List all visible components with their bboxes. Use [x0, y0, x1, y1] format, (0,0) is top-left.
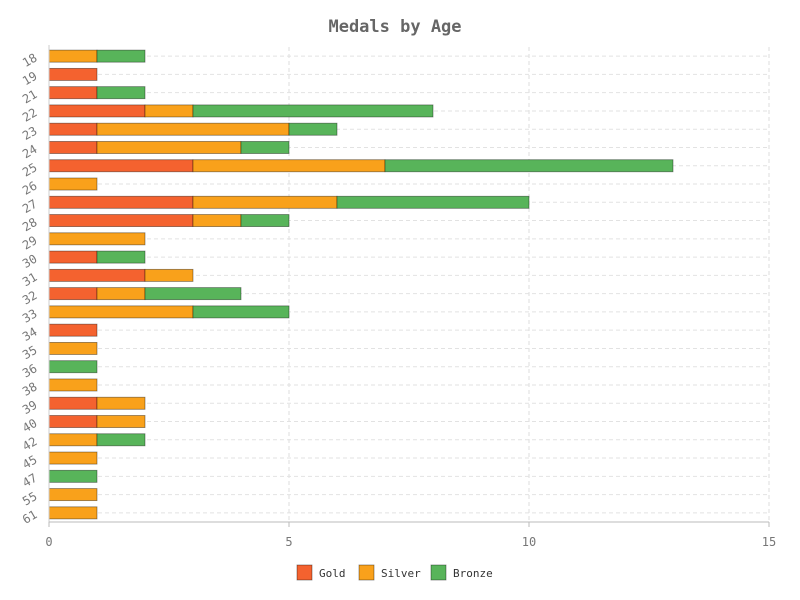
legend-item-gold[interactable]: Gold [296, 564, 346, 581]
bar-gold-age-32 [48, 287, 98, 301]
bar-gold-age-22 [48, 104, 146, 118]
y-tick-label-18: 18 [20, 51, 40, 70]
y-tick-label-24: 24 [20, 142, 40, 161]
y-tick-label-30: 30 [20, 252, 40, 271]
bar-gold-age-39 [48, 396, 98, 410]
bar-bronze-age-25 [384, 159, 674, 173]
bar-silver-age-18 [48, 49, 98, 63]
bar-gold-age-40 [48, 415, 98, 428]
bar-silver-age-39 [96, 396, 146, 410]
bars [48, 49, 674, 520]
y-tick-label-35: 35 [20, 343, 40, 362]
legend-label-gold: Gold [319, 567, 346, 580]
y-tick-label-33: 33 [20, 306, 40, 325]
bar-silver-age-32 [96, 287, 146, 301]
bar-silver-age-26 [48, 177, 98, 191]
y-tick-label-31: 31 [20, 270, 40, 289]
bar-silver-age-38 [48, 378, 98, 392]
y-tick-label-38: 38 [20, 379, 40, 398]
x-tick-label: 10 [522, 535, 536, 549]
bar-silver-age-24 [96, 141, 242, 154]
y-tick-label-28: 28 [20, 215, 40, 234]
y-tick-label-25: 25 [20, 160, 40, 179]
bar-silver-age-23 [96, 122, 290, 136]
bar-silver-age-29 [48, 232, 146, 246]
bar-silver-age-40 [96, 415, 146, 428]
y-tick-label-55: 55 [20, 489, 40, 508]
bar-gold-age-23 [48, 122, 98, 136]
y-tick-label-42: 42 [20, 434, 40, 453]
bar-gold-age-34 [48, 323, 98, 337]
x-tick-label: 15 [762, 535, 776, 549]
bar-bronze-age-42 [96, 433, 146, 447]
bar-bronze-age-24 [240, 141, 290, 154]
legend-swatch-silver [358, 564, 375, 581]
x-tick-label: 5 [285, 535, 292, 549]
y-tick-label-32: 32 [20, 288, 40, 307]
bar-bronze-age-22 [192, 104, 434, 118]
y-tick-label-23: 23 [20, 124, 40, 143]
bar-silver-age-27 [192, 195, 338, 209]
y-tick-label-39: 39 [20, 398, 40, 417]
bar-gold-age-19 [48, 67, 98, 81]
bar-gold-age-27 [48, 195, 194, 209]
bar-gold-age-31 [48, 268, 146, 282]
bar-bronze-age-18 [96, 49, 146, 63]
legend: Gold Silver Bronze [296, 564, 493, 581]
x-tick-label: 0 [45, 535, 52, 549]
bar-gold-age-21 [48, 86, 98, 100]
y-tick-label-47: 47 [20, 471, 40, 490]
bar-gold-age-25 [48, 159, 194, 173]
y-tick-label-22: 22 [20, 105, 40, 124]
legend-swatch-bronze [430, 564, 447, 581]
bar-bronze-age-36 [48, 360, 98, 374]
bar-bronze-age-27 [336, 195, 530, 209]
y-tick-label-40: 40 [20, 416, 40, 435]
bar-bronze-age-28 [240, 214, 290, 227]
bar-silver-age-31 [144, 268, 194, 282]
bar-bronze-age-30 [96, 250, 146, 264]
y-tick-label-26: 26 [20, 178, 40, 197]
grid [49, 47, 770, 522]
y-tick-label-21: 21 [20, 87, 40, 106]
bar-silver-age-25 [192, 159, 386, 173]
y-tick-label-34: 34 [20, 325, 40, 344]
bar-silver-age-22 [144, 104, 194, 118]
bar-bronze-age-33 [192, 305, 290, 319]
chart-title: Medals by Age [328, 17, 461, 37]
bar-gold-age-28 [48, 214, 194, 227]
legend-item-silver[interactable]: Silver [358, 564, 421, 581]
legend-item-bronze[interactable]: Bronze [430, 564, 493, 581]
y-tick-label-45: 45 [20, 453, 40, 472]
legend-label-silver: Silver [381, 567, 421, 580]
bar-silver-age-28 [192, 214, 242, 227]
bar-bronze-age-21 [96, 86, 146, 100]
y-tick-label-61: 61 [20, 507, 40, 526]
bar-silver-age-55 [48, 488, 98, 502]
y-tick-label-29: 29 [20, 233, 40, 252]
y-tick-label-27: 27 [20, 197, 40, 216]
bar-bronze-age-23 [288, 122, 338, 136]
bar-silver-age-45 [48, 451, 98, 465]
y-tick-label-36: 36 [20, 361, 40, 380]
bar-silver-age-61 [48, 506, 98, 520]
axes: 0 5 10 15 1819212223242526272829303132333435… [20, 45, 776, 549]
legend-swatch-gold [296, 564, 313, 581]
legend-label-bronze: Bronze [453, 567, 493, 580]
bar-gold-age-24 [48, 141, 98, 154]
bar-gold-age-30 [48, 250, 98, 264]
bar-silver-age-33 [48, 305, 194, 319]
bar-bronze-age-32 [144, 287, 242, 301]
bar-bronze-age-47 [48, 469, 98, 483]
bar-silver-age-42 [48, 433, 98, 447]
y-tick-label-19: 19 [20, 69, 40, 88]
bar-silver-age-35 [48, 342, 98, 355]
